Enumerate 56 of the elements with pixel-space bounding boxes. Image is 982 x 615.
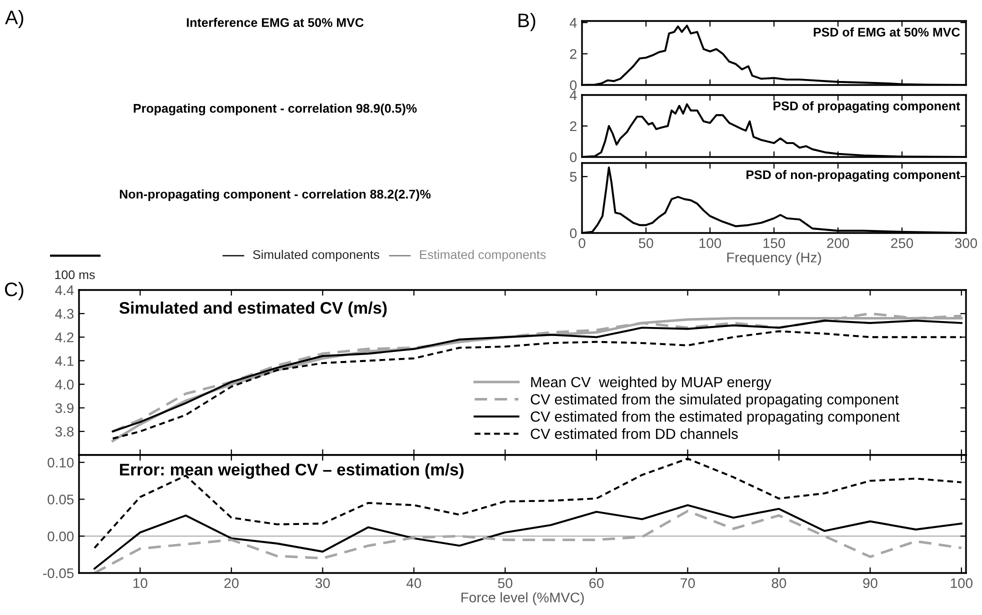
y-tick-label: 0: [570, 80, 577, 90]
y-tick-label: 3.8: [55, 426, 74, 437]
annotation: PSD of propagating component: [774, 101, 960, 113]
y-tick-label: 0: [570, 228, 577, 238]
y-tick-label: 4.2: [55, 332, 74, 342]
y-tick-label: 4: [570, 90, 577, 100]
annotation: Error: mean weigthed CV – estimation (m/s): [120, 463, 464, 479]
x-tick-label: 50: [638, 238, 654, 248]
x-tick-label: 100: [699, 238, 722, 248]
x-tick-label: 60: [589, 578, 604, 588]
x-tick-label: 20: [224, 578, 239, 588]
y-tick-label: 4.3: [55, 308, 74, 319]
y-tick-label: -0.05: [43, 568, 74, 578]
legend-label: CV estimated from the simulated propagating component: [530, 394, 899, 408]
y-tick-label: 4.1: [55, 356, 74, 366]
x-tick-label: 100: [950, 578, 972, 588]
x-tick-label: 80: [772, 578, 786, 588]
legend-label: Mean CV weighted by MUAP energy: [531, 376, 772, 390]
text: 100 ms: [55, 270, 95, 280]
text: Propagating component - correlation 98.9(0.5)%: [134, 104, 417, 116]
y-tick-label: 2: [570, 49, 576, 59]
y-tick-label: 4: [570, 18, 577, 28]
text: A): [5, 10, 24, 28]
x-tick-label: 10: [133, 578, 148, 588]
text: Non-propagating component - correlation 88.2(2.7)%: [120, 189, 431, 202]
y-tick-label: 4.4: [55, 285, 74, 296]
x-tick-label: 90: [863, 578, 878, 588]
x-tick-label: 250: [891, 238, 914, 248]
chart-title: C): [4, 282, 24, 300]
y-tick-label: 4.0: [55, 380, 74, 390]
x-tick-label: 40: [406, 578, 422, 588]
x-axis-title: Force level (%MVC): [462, 592, 584, 606]
legend-label: CV estimated from the estimated propagating component: [530, 411, 900, 425]
y-tick-label: 0.10: [48, 458, 74, 468]
y-tick-label: 2: [570, 121, 576, 132]
annotation: PSD of EMG at 50% MVC: [814, 27, 960, 37]
text: Estimated components: [420, 250, 546, 262]
y-tick-label: 5: [570, 172, 577, 182]
x-tick-label: 0: [578, 238, 586, 248]
legend-label: CV estimated from DD channels: [530, 428, 738, 439]
x-axis-title: Frequency (Hz): [727, 252, 821, 266]
y-tick-label: 0.00: [48, 531, 74, 542]
x-tick-label: 30: [315, 578, 330, 588]
y-tick-label: 3.9: [55, 403, 74, 414]
x-tick-label: 300: [954, 238, 978, 248]
text: Interference EMG at 50% MVC: [186, 18, 364, 27]
x-tick-label: 200: [827, 238, 850, 248]
annotation: PSD of non-propagating component: [746, 170, 960, 182]
y-tick-label: 0.05: [48, 494, 74, 504]
x-tick-label: 70: [680, 578, 695, 588]
annotation: Simulated and estimated CV (m/s): [119, 302, 387, 318]
x-tick-label: 150: [763, 238, 786, 248]
y-tick-label: 0: [570, 152, 577, 162]
text: Simulated components: [253, 250, 380, 262]
x-tick-label: 50: [498, 578, 512, 588]
chart-title: B): [518, 13, 536, 32]
